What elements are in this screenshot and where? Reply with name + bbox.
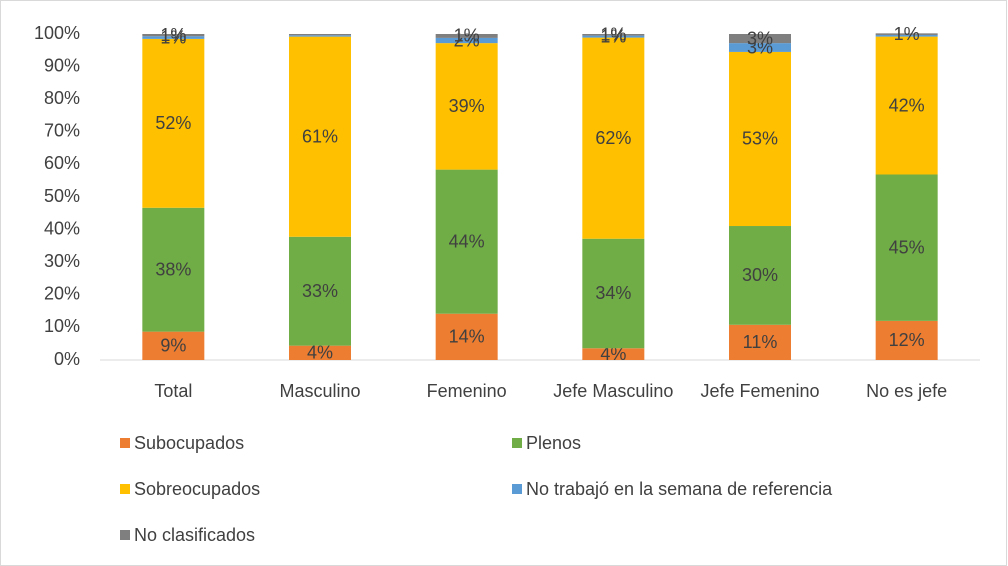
y-tick-label: 10%: [44, 316, 80, 336]
bar-segment: [582, 348, 645, 360]
data-label: 42%: [889, 95, 925, 115]
data-label: 38%: [155, 259, 191, 279]
data-label: 1%: [160, 27, 186, 47]
bar-segment: [435, 169, 498, 314]
data-label: 52%: [155, 113, 191, 133]
bar-segment: [582, 35, 645, 38]
legend-swatch: [120, 530, 130, 540]
bar-segment: [142, 34, 205, 37]
legend-swatch: [120, 438, 130, 448]
bar-segment: [289, 345, 351, 360]
bar-segment: [289, 35, 351, 37]
bar-segment: [435, 34, 498, 38]
data-label: 62%: [595, 128, 631, 148]
data-label: 45%: [889, 237, 925, 257]
bar-segment: [435, 37, 498, 44]
y-tick-label: 30%: [44, 251, 80, 271]
bar-segment: [435, 43, 498, 170]
bar-segment: [142, 207, 205, 332]
bar-segment: [875, 33, 938, 35]
data-label: 39%: [449, 96, 485, 116]
legend-swatch: [512, 484, 522, 494]
data-label: 44%: [449, 231, 485, 251]
legend-label: No clasificados: [134, 525, 255, 545]
data-label: 53%: [742, 129, 778, 149]
bar-segment: [289, 236, 351, 346]
data-label: 30%: [742, 265, 778, 285]
bar-segment: [729, 43, 791, 52]
legend-swatch: [512, 438, 522, 448]
data-label: 1%: [160, 25, 186, 45]
data-label: 11%: [743, 332, 778, 352]
bar-segment: [875, 36, 938, 175]
bar-segment: [729, 324, 791, 360]
legend-label: Plenos: [526, 433, 581, 453]
data-label: 1%: [600, 25, 626, 45]
x-tick-label: Total: [154, 381, 192, 401]
bar-segment: [729, 226, 791, 325]
x-tick-label: Femenino: [427, 381, 507, 401]
x-tick-label: Jefe Masculino: [553, 381, 673, 401]
bar-segment: [582, 37, 645, 239]
bar-segment: [582, 238, 645, 349]
data-label: 33%: [302, 281, 338, 301]
data-label: 14%: [449, 327, 485, 347]
data-label: 3%: [747, 28, 773, 48]
bar-segment: [142, 36, 205, 39]
data-label: 4%: [307, 343, 333, 363]
data-label: 1%: [600, 26, 626, 46]
legend-label: Subocupados: [134, 433, 244, 453]
bar-segment: [582, 34, 645, 36]
bar-segment: [875, 320, 938, 360]
y-tick-label: 70%: [44, 121, 80, 141]
y-tick-label: 0%: [54, 349, 80, 369]
data-label: 1%: [894, 24, 920, 44]
bar-segment: [142, 331, 205, 360]
data-label: 9%: [160, 336, 186, 356]
bar-segment: [435, 313, 498, 360]
legend-label: Sobreocupados: [134, 479, 260, 499]
data-label: 1%: [454, 26, 480, 46]
y-tick-label: 50%: [44, 186, 80, 206]
x-tick-label: Masculino: [279, 381, 360, 401]
legend-label: No trabajó en la semana de referencia: [526, 479, 833, 499]
y-tick-label: 100%: [34, 23, 80, 43]
x-tick-label: No es jefe: [866, 381, 947, 401]
y-tick-label: 40%: [44, 218, 80, 238]
bar-segment: [729, 51, 791, 227]
bar-segment: [142, 38, 205, 208]
data-label: 4%: [600, 344, 626, 364]
data-label: 34%: [595, 283, 631, 303]
y-tick-label: 90%: [44, 55, 80, 75]
data-label: 61%: [302, 126, 338, 146]
x-tick-label: Jefe Femenino: [700, 381, 819, 401]
y-tick-label: 20%: [44, 284, 80, 304]
y-tick-label: 80%: [44, 88, 80, 108]
data-label: 12%: [889, 330, 925, 350]
bar-segment: [875, 34, 938, 37]
legend-swatch: [120, 484, 130, 494]
bar-segment: [289, 36, 351, 237]
bar-segment: [729, 34, 791, 44]
bar-segment: [289, 34, 351, 36]
bar-segment: [875, 174, 938, 321]
y-tick-label: 60%: [44, 153, 80, 173]
